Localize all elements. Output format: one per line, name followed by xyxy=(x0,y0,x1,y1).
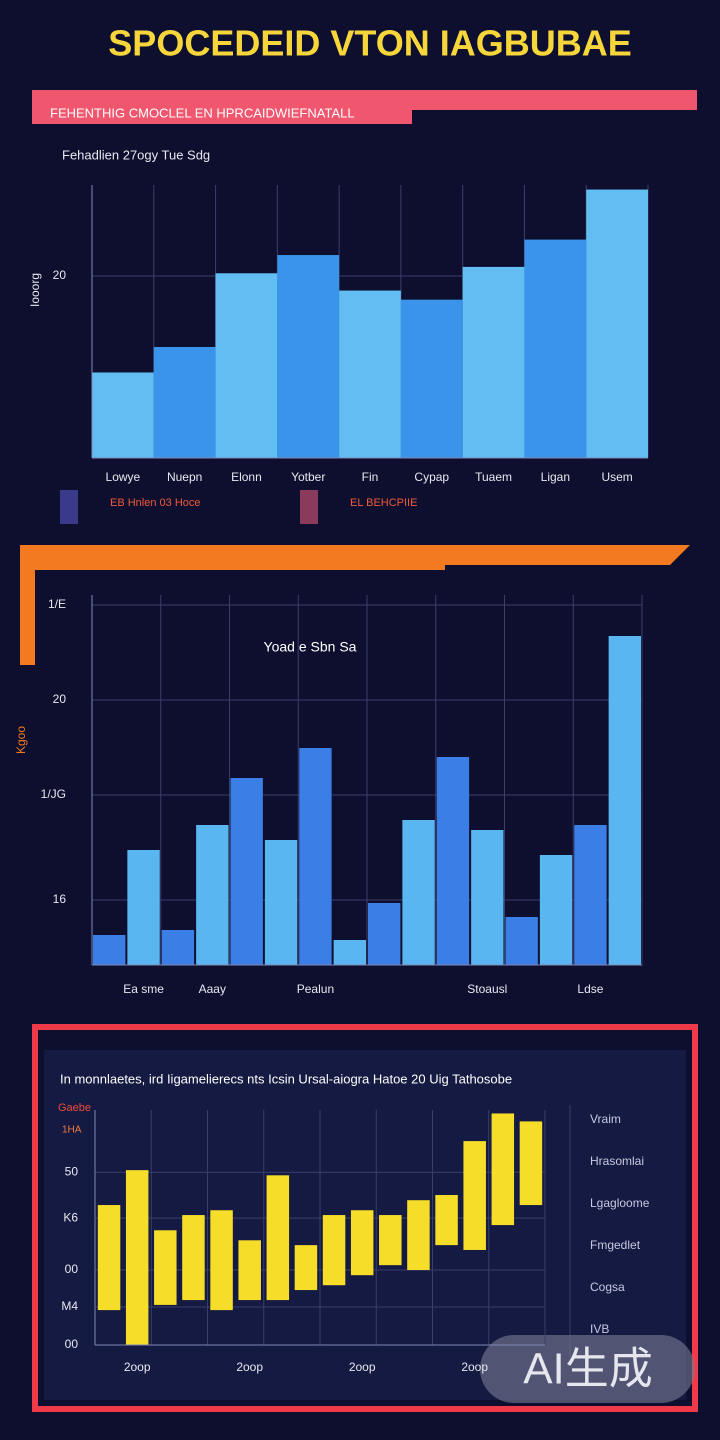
range-bar xyxy=(322,1215,346,1286)
x-tick-label: 2oop xyxy=(349,1360,376,1374)
legend-label: Fmgedlet xyxy=(590,1238,641,1252)
range-bar xyxy=(238,1240,261,1301)
x-tick-label: Yotber xyxy=(291,470,325,484)
x-tick-label: Usem xyxy=(601,470,632,484)
x-tick-label: 2oop xyxy=(124,1360,151,1374)
watermark: AI生成 xyxy=(523,1345,653,1394)
bar xyxy=(402,820,435,965)
banner-bar xyxy=(32,110,412,124)
legend-label: Hrasomlai xyxy=(590,1154,644,1168)
bar xyxy=(608,636,641,965)
range-bar xyxy=(210,1210,233,1311)
bar xyxy=(333,940,366,965)
y-tick-label: K6 xyxy=(63,1210,78,1224)
y-tick-label: 00 xyxy=(65,1337,79,1351)
y-tick-label: M4 xyxy=(61,1299,78,1313)
frame xyxy=(20,545,690,665)
bar xyxy=(277,255,340,458)
range-bar xyxy=(379,1215,402,1266)
y-tick-label: 1/E xyxy=(48,597,66,611)
x-tick-label: Lowye xyxy=(106,470,141,484)
range-bar xyxy=(491,1113,515,1226)
y-tick-label: 20 xyxy=(53,268,67,282)
x-tick-label: Tuaem xyxy=(475,470,512,484)
legend-swatch xyxy=(60,490,78,524)
bar xyxy=(299,748,332,965)
bar xyxy=(93,935,126,965)
chart-subtitle: Fehadlien 27ogy Tue Sdg xyxy=(62,147,210,162)
x-tick-label: Ea sme xyxy=(123,982,164,996)
y-tick-label: 50 xyxy=(65,1164,79,1178)
legend-label: IVB xyxy=(590,1322,609,1336)
range-bar xyxy=(407,1200,430,1271)
bar xyxy=(471,830,504,965)
bar xyxy=(196,825,229,965)
annotation: EL BEHCPIIE xyxy=(350,497,417,509)
range-bar xyxy=(463,1141,486,1250)
bar xyxy=(339,290,401,458)
x-tick-label: Aaay xyxy=(199,982,226,996)
banner-bar xyxy=(32,90,697,110)
range-bar xyxy=(519,1121,543,1206)
x-tick-label: Ligan xyxy=(541,470,570,484)
range-bar xyxy=(125,1170,149,1345)
range-bar xyxy=(294,1245,318,1291)
bar xyxy=(92,372,154,458)
x-tick-label: 2oop xyxy=(461,1360,488,1374)
range-bar xyxy=(266,1175,290,1301)
bar xyxy=(368,903,401,965)
bar xyxy=(215,273,278,458)
bar xyxy=(230,778,263,965)
chart-title: Yoad e Sbn Sa xyxy=(264,639,357,655)
bar xyxy=(539,855,573,965)
y-tick-label: 16 xyxy=(53,892,67,906)
legend-label: Cogsa xyxy=(590,1280,625,1294)
range-bar xyxy=(154,1230,177,1305)
range-bar xyxy=(435,1195,458,1246)
bar xyxy=(462,266,525,458)
y-axis-sublabel: 1HA xyxy=(62,1125,82,1136)
x-tick-label: 2oop xyxy=(236,1360,263,1374)
x-tick-label: Stoausl xyxy=(467,982,507,996)
watermark-bg xyxy=(480,1335,695,1403)
x-tick-label: Pealun xyxy=(297,982,334,996)
bar xyxy=(127,850,160,965)
legend-label: Lgagloome xyxy=(590,1196,650,1210)
x-tick-label: Fin xyxy=(362,470,379,484)
bar xyxy=(264,840,298,965)
chart-title: In monnlaetes, ird Iigamelierecs nts Ics… xyxy=(60,1071,512,1086)
frame xyxy=(32,1024,698,1412)
y-tick-label: 1/JG xyxy=(41,787,66,801)
y-tick-label: 00 xyxy=(65,1262,79,1276)
bar xyxy=(161,930,195,965)
bar xyxy=(400,299,463,458)
range-bar xyxy=(97,1205,121,1311)
y-tick-label: 20 xyxy=(53,692,67,706)
range-bar xyxy=(182,1215,205,1301)
legend-swatch xyxy=(300,490,318,524)
bar xyxy=(524,239,587,458)
range-bar xyxy=(350,1210,374,1276)
banner-text: FEHENTHIG CMOCLEL EN HPRCAIDWIEFNATALL xyxy=(50,105,355,120)
bar xyxy=(436,757,470,965)
x-tick-label: Elonn xyxy=(231,470,262,484)
x-tick-label: Nuepn xyxy=(167,470,202,484)
annotation: EB Hnlen 03 Hoce xyxy=(110,497,201,509)
x-tick-label: Ldse xyxy=(577,982,603,996)
x-tick-label: Cypap xyxy=(414,470,449,484)
legend-label: Vraim xyxy=(590,1112,621,1126)
bar xyxy=(586,189,648,459)
y-axis-label: Kgoo xyxy=(14,726,28,754)
bar xyxy=(505,917,538,965)
bar xyxy=(153,346,216,458)
page-title: SPOCEDEID VTON IAGBUBAE xyxy=(108,23,631,64)
y-axis-label: Iooorg xyxy=(28,273,42,307)
bar xyxy=(574,825,607,965)
y-axis-label: Gaebe xyxy=(58,1102,91,1114)
